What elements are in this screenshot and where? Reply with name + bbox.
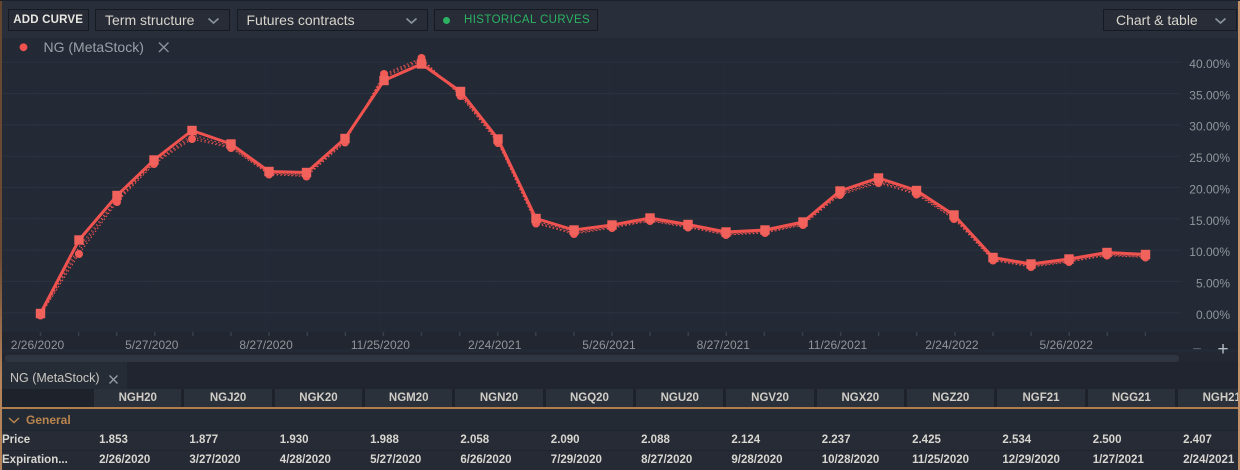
svg-text:5.00%: 5.00% [1196, 277, 1230, 291]
svg-text:5/26/2022: 5/26/2022 [1040, 338, 1094, 349]
svg-text:5/27/2020: 5/27/2020 [125, 338, 179, 349]
svg-text:40.00%: 40.00% [1189, 57, 1230, 71]
svg-text:8/27/2021: 8/27/2021 [697, 338, 751, 349]
svg-text:2/24/2021: 2/24/2021 [468, 338, 522, 349]
svg-text:8/27/2020: 8/27/2020 [239, 338, 293, 349]
svg-text:35.00%: 35.00% [1189, 88, 1230, 102]
svg-text:0.00%: 0.00% [1196, 308, 1230, 322]
svg-text:11/26/2021: 11/26/2021 [808, 338, 867, 349]
svg-text:30.00%: 30.00% [1189, 120, 1230, 134]
svg-text:NG (MetaStock): NG (MetaStock) [44, 39, 144, 55]
svg-text:5/26/2021: 5/26/2021 [582, 338, 636, 349]
svg-text:25.00%: 25.00% [1189, 151, 1230, 165]
svg-text:2/24/2022: 2/24/2022 [925, 338, 979, 349]
svg-text:20.00%: 20.00% [1189, 182, 1230, 196]
svg-text:2/26/2020: 2/26/2020 [11, 338, 65, 349]
svg-text:11/25/2020: 11/25/2020 [351, 338, 410, 349]
svg-text:10.00%: 10.00% [1189, 245, 1230, 259]
svg-text:15.00%: 15.00% [1189, 214, 1230, 228]
